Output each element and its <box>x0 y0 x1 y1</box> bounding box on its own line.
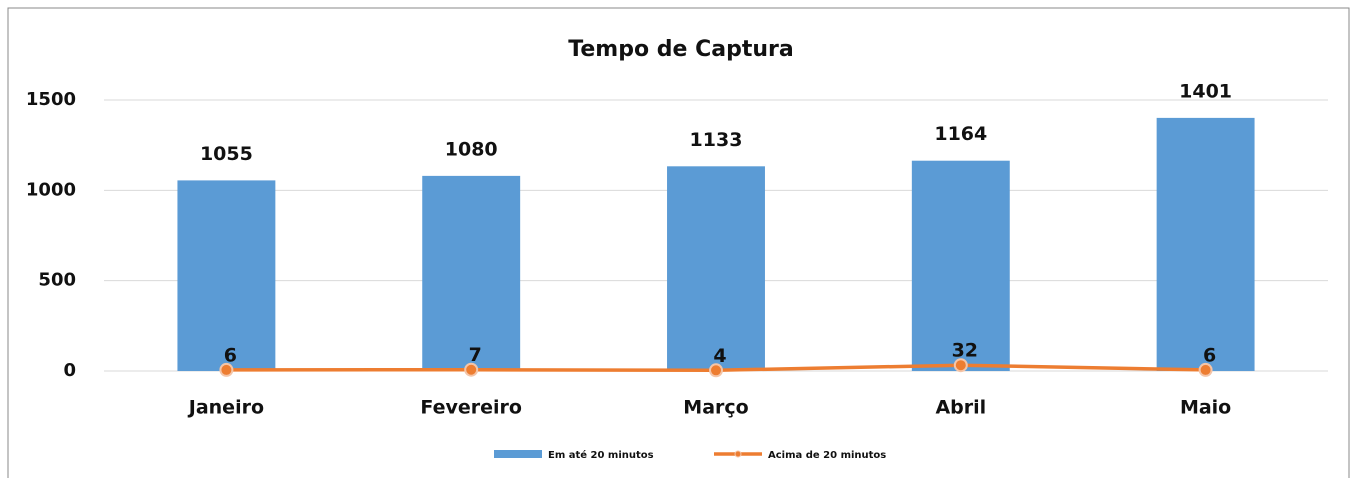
bar <box>667 166 765 371</box>
line-point <box>464 362 479 377</box>
line-point <box>1198 362 1213 377</box>
line-label: 32 <box>952 340 978 362</box>
bar-label: 1164 <box>934 123 987 145</box>
bar <box>1156 117 1255 371</box>
legend-label: Em até 20 minutos <box>548 449 654 461</box>
line-label: 4 <box>713 345 726 367</box>
bar <box>177 180 276 371</box>
line-label: 6 <box>1203 344 1216 366</box>
chart-title: Tempo de Captura <box>568 37 793 62</box>
y-tick-label: 1500 <box>26 89 76 110</box>
x-tick-label: Janeiro <box>187 397 264 419</box>
bar-label: 1055 <box>200 143 253 165</box>
line-label: 6 <box>224 344 237 366</box>
bar-label: 1401 <box>1179 80 1232 102</box>
bar <box>911 160 1010 371</box>
x-tick-label: Fevereiro <box>420 397 522 419</box>
y-tick-label: 1000 <box>26 179 76 200</box>
legend-label: Acima de 20 minutos <box>768 450 886 461</box>
line-label: 7 <box>469 344 482 366</box>
bar <box>422 175 521 371</box>
bar-label: 1080 <box>445 138 498 160</box>
x-tick-label: Abril <box>935 397 986 419</box>
y-tick-label: 0 <box>63 360 76 381</box>
x-tick-label: Maio <box>1180 397 1231 419</box>
legend-swatch <box>494 450 542 458</box>
legend-swatch-point <box>734 450 742 458</box>
bar-label: 1133 <box>690 129 743 151</box>
line-point <box>953 358 968 373</box>
line-point <box>709 363 723 378</box>
x-tick-label: Março <box>683 397 748 419</box>
y-tick-label: 500 <box>38 270 76 291</box>
line-point <box>219 362 234 377</box>
